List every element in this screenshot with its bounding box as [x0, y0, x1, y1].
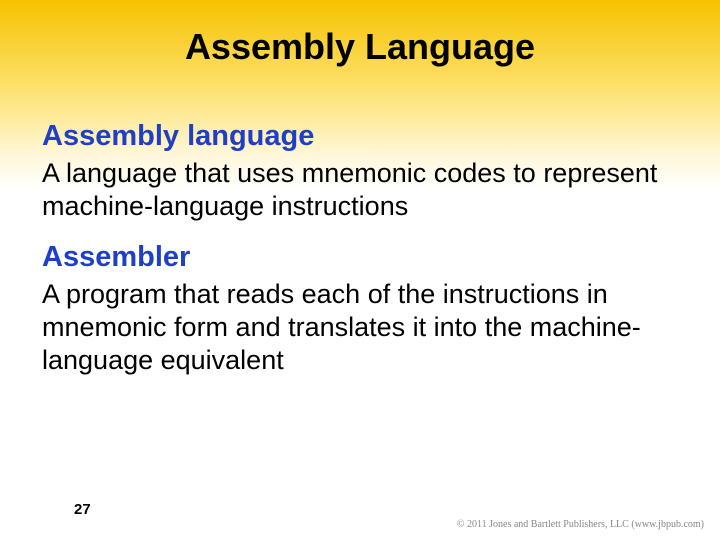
content-area: Assembly language A language that uses m…	[42, 120, 678, 377]
slide-root: Assembly Language Assembly language A la…	[0, 0, 720, 540]
definition-block: Assembler A program that reads each of t…	[42, 241, 678, 377]
definition-block: Assembly language A language that uses m…	[42, 120, 678, 223]
term-body: A program that reads each of the instruc…	[42, 278, 678, 377]
term-heading: Assembler	[42, 241, 678, 274]
copyright-text: © 2011 Jones and Bartlett Publishers, LL…	[457, 519, 704, 530]
term-heading: Assembly language	[42, 120, 678, 153]
page-number: 27	[74, 501, 91, 518]
term-body: A language that uses mnemonic codes to r…	[42, 157, 678, 223]
slide-title: Assembly Language	[0, 26, 720, 68]
